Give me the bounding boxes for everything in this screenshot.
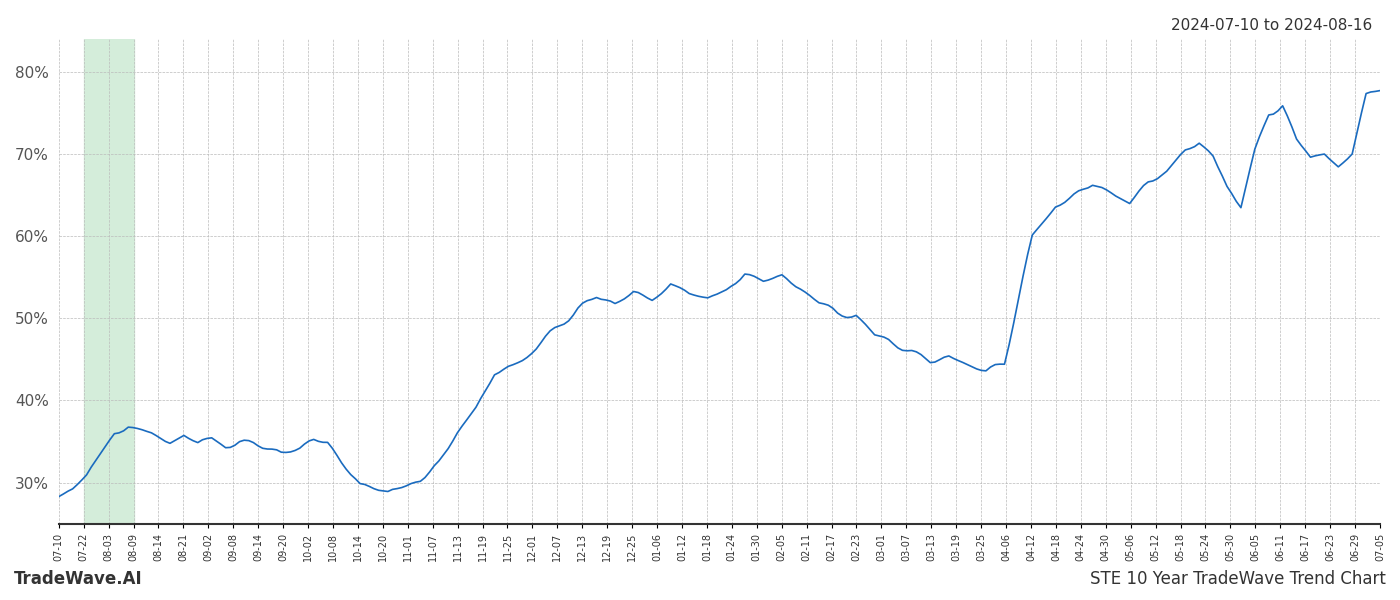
Text: STE 10 Year TradeWave Trend Chart: STE 10 Year TradeWave Trend Chart: [1091, 570, 1386, 588]
Text: TradeWave.AI: TradeWave.AI: [14, 570, 143, 588]
Text: 2024-07-10 to 2024-08-16: 2024-07-10 to 2024-08-16: [1170, 18, 1372, 33]
Bar: [84, 39, 133, 524]
